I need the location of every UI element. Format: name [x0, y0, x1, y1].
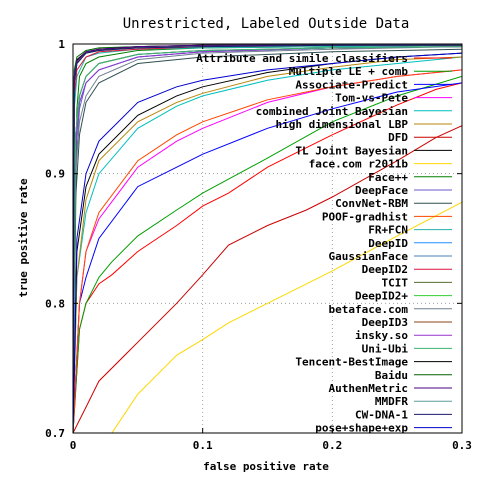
- series-line-14: [73, 44, 462, 433]
- legend-label: betaface.com: [329, 303, 409, 316]
- x-tick-label: 0.1: [193, 439, 213, 452]
- legend-label: face.com r2011b: [309, 158, 409, 171]
- legend-label: DeepID2+: [355, 290, 408, 303]
- legend-label: AuthenMetric: [329, 382, 408, 395]
- legend-label: DFD: [388, 131, 408, 144]
- series-line-20: [73, 46, 462, 433]
- legend-label: high dimensional LBP: [276, 118, 409, 131]
- legend-label: TCIT: [382, 276, 409, 289]
- legend-label: Tom-vs-Pete: [335, 92, 408, 105]
- plot-frame: [72, 43, 463, 434]
- legend-label: DeepID2: [362, 263, 408, 276]
- series-line-28: [73, 44, 462, 433]
- legend-label: DeepID3: [362, 316, 408, 329]
- legend-label: FR+FCN: [368, 224, 408, 237]
- legend-label: TL Joint Bayesian: [295, 144, 408, 157]
- legend-label: Associate-Predict: [295, 78, 408, 91]
- y-axis-label: true positive rate: [17, 178, 30, 298]
- series-line-2: [73, 75, 462, 433]
- y-tick-label: 0.7: [45, 427, 65, 440]
- y-tick-label: 1: [58, 38, 65, 51]
- series-line-29: [73, 52, 462, 433]
- series-line-7: [73, 125, 462, 433]
- legend-label: Uni-Ubi: [362, 342, 409, 355]
- axis-ticks: 0 0.1 0.2 0.3 0.7 0.8 0.9 1: [45, 38, 472, 452]
- legend-label: POOF-gradhist: [322, 210, 408, 223]
- x-tick-label: 0: [70, 439, 77, 452]
- series-line-12: [73, 48, 462, 433]
- legend-label: combined Joint Bayesian: [256, 105, 408, 118]
- legend-label: GaussianFace: [329, 250, 409, 263]
- series-line-3: [73, 82, 462, 433]
- chart-title: Unrestricted, Labeled Outside Data: [123, 16, 410, 32]
- legend-label: CW-DNA-1: [355, 408, 408, 421]
- legend-label: Tencent-BestImage: [295, 356, 408, 369]
- legend-label: Face++: [368, 171, 408, 184]
- legend-label: ConvNet-RBM: [335, 197, 408, 210]
- series-lines: [73, 44, 462, 433]
- legend-label: DeepID: [368, 237, 408, 250]
- series-line-5: [73, 56, 462, 433]
- x-tick-label: 0.3: [452, 439, 472, 452]
- series-line-23: [73, 46, 462, 433]
- legend-label: insky.so: [355, 329, 408, 342]
- legend-label: Baidu: [375, 369, 408, 382]
- x-tick-label: 0.2: [322, 439, 342, 452]
- series-line-13: [73, 69, 462, 433]
- legend: Attribute and simile classifiersMultiple…: [196, 52, 452, 435]
- legend-label: DeepFace: [355, 184, 408, 197]
- legend-label: Multiple LE + comb: [289, 65, 409, 78]
- series-line-1: [73, 82, 462, 433]
- series-line-6: [73, 56, 462, 433]
- y-tick-label: 0.9: [45, 168, 65, 181]
- series-line-9: [73, 201, 462, 433]
- legend-label: MMDFR: [375, 395, 408, 408]
- x-axis-label: false positive rate: [203, 460, 329, 473]
- legend-label: Attribute and simile classifiers: [196, 52, 408, 65]
- y-tick-label: 0.8: [45, 297, 65, 310]
- legend-label: pose+shape+exp: [315, 422, 408, 435]
